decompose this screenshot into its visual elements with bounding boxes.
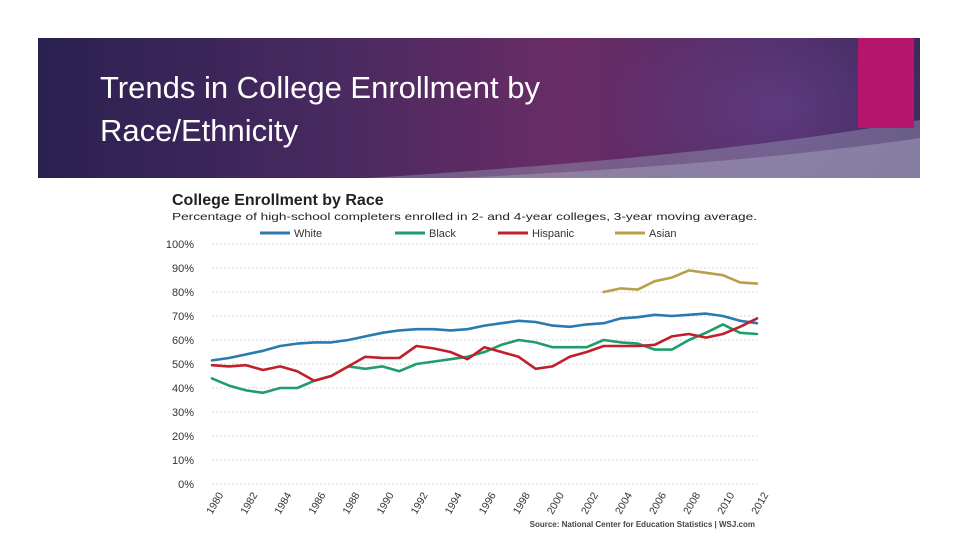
x-tick-label: 2006 xyxy=(647,490,669,516)
chart-title: College Enrollment by Race xyxy=(172,192,384,209)
series-lines xyxy=(210,269,759,395)
legend-label-asian: Asian xyxy=(649,228,677,240)
x-tick-label: 1988 xyxy=(340,490,362,516)
accent-block xyxy=(858,38,914,128)
y-tick-label: 70% xyxy=(172,311,194,323)
x-tick-label: 1996 xyxy=(477,490,499,516)
y-tick-label: 20% xyxy=(172,431,194,443)
chart-subtitle: Percentage of high-school completers enr… xyxy=(172,211,757,223)
y-axis-ticks: 0% 10% 20% 30% 40% 50% 60% 70% 80% 90% 100% xyxy=(166,239,194,491)
legend-label-hispanic: Hispanic xyxy=(532,228,575,240)
y-tick-label: 30% xyxy=(172,407,194,419)
series-line-asian xyxy=(602,269,759,294)
y-tick-label: 100% xyxy=(166,239,194,251)
x-tick-label: 1992 xyxy=(409,490,431,516)
y-tick-label: 10% xyxy=(172,455,194,467)
slide-title-line-1: Trends in College Enrollment by xyxy=(100,70,540,105)
x-tick-label: 1984 xyxy=(272,490,294,516)
slide-title-line-2: Race/Ethnicity xyxy=(100,113,299,148)
y-tick-label: 40% xyxy=(172,383,194,395)
series-line-black xyxy=(210,323,759,395)
x-tick-label: 2000 xyxy=(545,490,567,516)
legend-label-black: Black xyxy=(429,228,456,240)
y-tick-label: 60% xyxy=(172,335,194,347)
chart-grid xyxy=(212,243,757,485)
x-tick-label: 1986 xyxy=(306,490,328,516)
banner-swoosh xyxy=(368,120,920,178)
y-tick-label: 0% xyxy=(178,479,194,491)
enrollment-chart: College Enrollment by Race Percentage of… xyxy=(166,192,770,529)
y-tick-label: 80% xyxy=(172,287,194,299)
x-tick-label: 1980 xyxy=(204,490,226,516)
legend-label-white: White xyxy=(294,228,322,240)
x-axis-ticks: 1980 1982 1984 1986 1988 1990 1992 1994 1996 1998… xyxy=(204,490,770,516)
x-tick-label: 2004 xyxy=(613,490,635,516)
series-line-white xyxy=(210,312,759,362)
chart-source: Source: National Center for Education St… xyxy=(530,520,755,529)
series-line-hispanic xyxy=(210,317,759,383)
x-tick-label: 1982 xyxy=(238,490,260,516)
y-tick-label: 50% xyxy=(172,359,194,371)
x-tick-label: 1994 xyxy=(443,490,465,516)
x-tick-label: 2008 xyxy=(681,490,703,516)
x-tick-label: 1990 xyxy=(375,490,397,516)
chart-legend: White Black Hispanic Asian xyxy=(260,228,677,240)
x-tick-label: 2012 xyxy=(749,490,770,516)
title-banner xyxy=(38,38,920,178)
x-tick-label: 1998 xyxy=(511,490,533,516)
x-tick-label: 2010 xyxy=(715,490,737,516)
slide-title: Trends in College Enrollment by Race/Eth… xyxy=(100,66,720,152)
y-tick-label: 90% xyxy=(172,263,194,275)
x-tick-label: 2002 xyxy=(579,490,601,516)
